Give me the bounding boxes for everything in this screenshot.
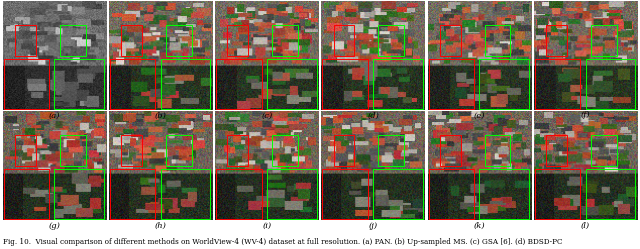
Bar — [378, 25, 404, 56]
Bar — [216, 169, 262, 219]
Bar — [272, 25, 298, 56]
Bar — [110, 59, 156, 109]
Bar — [166, 135, 192, 166]
Bar — [378, 135, 404, 166]
Bar — [4, 169, 49, 219]
Bar — [267, 169, 317, 219]
Text: (a): (a) — [49, 112, 60, 120]
Bar — [479, 169, 529, 219]
Text: (e): (e) — [474, 112, 485, 120]
Bar — [60, 135, 86, 166]
Text: (g): (g) — [49, 222, 60, 230]
Text: (h): (h) — [155, 222, 166, 230]
Bar — [591, 135, 617, 166]
Bar — [546, 25, 567, 56]
Bar — [54, 59, 104, 109]
Text: (k): (k) — [474, 222, 485, 230]
Bar — [323, 169, 368, 219]
Bar — [121, 25, 142, 56]
Bar — [227, 25, 248, 56]
Bar — [429, 169, 474, 219]
Bar — [479, 59, 529, 109]
Bar — [333, 135, 355, 166]
Bar — [591, 25, 617, 56]
Bar — [535, 169, 580, 219]
Bar — [484, 135, 511, 166]
Bar — [110, 169, 156, 219]
Bar — [15, 25, 36, 56]
Text: (b): (b) — [155, 112, 166, 120]
Bar — [373, 169, 423, 219]
Bar — [161, 59, 211, 109]
Bar — [60, 25, 86, 56]
Bar — [216, 59, 262, 109]
Bar — [272, 135, 298, 166]
Text: (l): (l) — [581, 222, 590, 230]
Bar — [586, 169, 636, 219]
Bar — [373, 59, 423, 109]
Bar — [484, 25, 511, 56]
Bar — [166, 25, 192, 56]
Bar — [4, 59, 49, 109]
Text: (f): (f) — [580, 112, 591, 120]
Text: (d): (d) — [367, 112, 379, 120]
Bar — [54, 169, 104, 219]
Bar — [586, 59, 636, 109]
Bar — [535, 59, 580, 109]
Bar — [546, 135, 567, 166]
Text: (c): (c) — [261, 112, 273, 120]
Bar — [227, 135, 248, 166]
Text: (j): (j) — [369, 222, 378, 230]
Bar — [267, 59, 317, 109]
Bar — [323, 59, 368, 109]
Bar — [429, 59, 474, 109]
Bar — [440, 135, 461, 166]
Bar — [333, 25, 355, 56]
Text: (i): (i) — [262, 222, 271, 230]
Bar — [15, 135, 36, 166]
Bar — [440, 25, 461, 56]
Bar — [161, 169, 211, 219]
Text: Fig. 10.  Visual comparison of different methods on WorldView-4 (WV-4) dataset a: Fig. 10. Visual comparison of different … — [3, 238, 562, 246]
Bar — [121, 135, 142, 166]
